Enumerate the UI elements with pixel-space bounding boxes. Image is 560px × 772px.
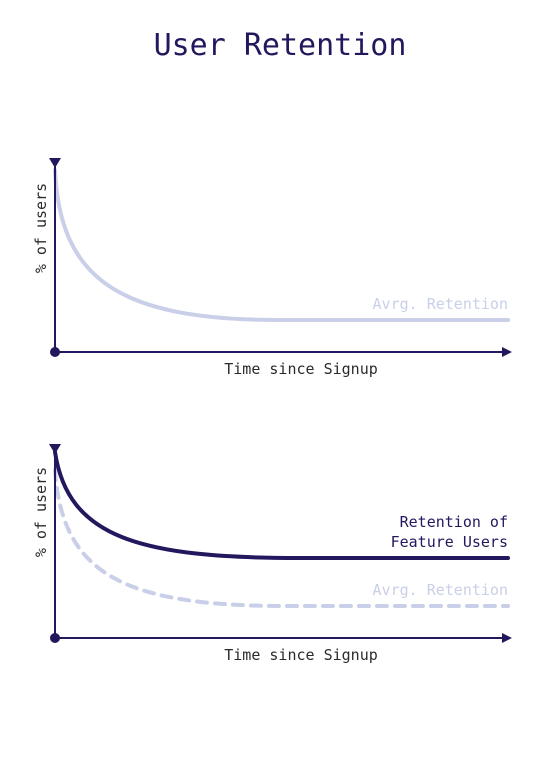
feature-retention-label-line-2: Feature Users xyxy=(391,533,508,551)
x-axis-label: Time since Signup xyxy=(224,646,378,664)
average-retention-curve xyxy=(53,168,510,322)
y-axis-label: % of users xyxy=(32,183,50,273)
average-retention-label: Avrg. Retention xyxy=(373,295,508,313)
y-axis-label: % of users xyxy=(32,467,50,557)
origin-dot xyxy=(50,347,60,357)
page-title: User Retention xyxy=(154,28,407,63)
x-axis-arrow-icon xyxy=(502,347,512,357)
panel-average-retention: % of users Time since Signup Avrg. Reten… xyxy=(32,158,512,378)
average-retention-dashed-curve xyxy=(53,468,510,608)
y-axis-arrow-icon xyxy=(49,444,61,454)
feature-retention-label-line-1: Retention of xyxy=(400,513,508,531)
panel-feature-retention: % of users Time since Signup Retention o… xyxy=(32,444,512,664)
x-axis-arrow-icon xyxy=(502,633,512,643)
y-axis-arrow-icon xyxy=(49,158,61,168)
x-axis-label: Time since Signup xyxy=(224,360,378,378)
origin-dot xyxy=(50,633,60,643)
average-retention-label: Avrg. Retention xyxy=(373,581,508,599)
feature-retention-curve xyxy=(53,450,510,560)
